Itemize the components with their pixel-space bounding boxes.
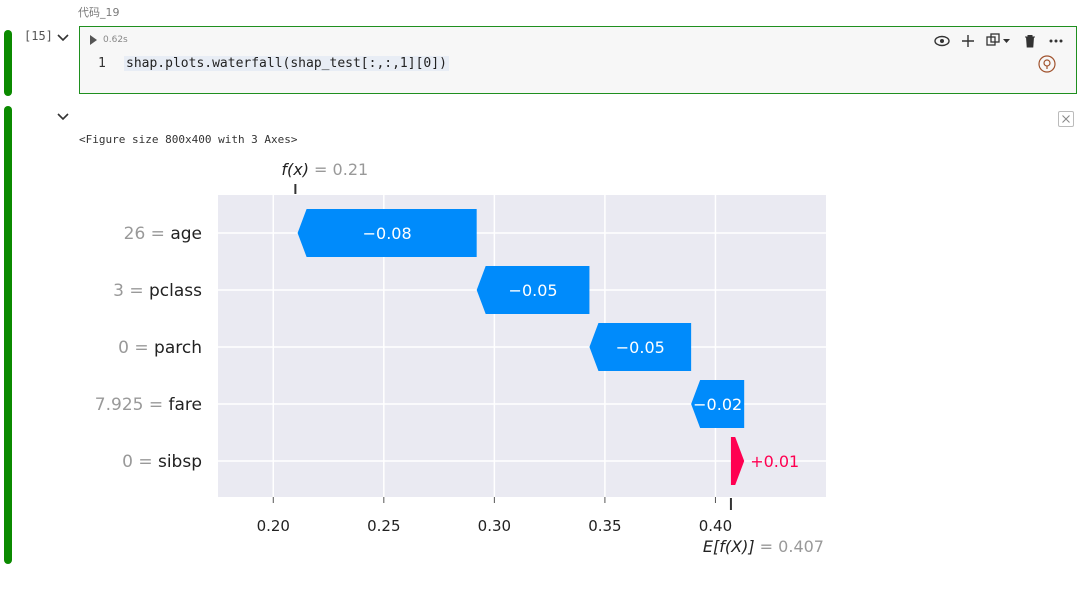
feature-label: 0 = sibsp	[122, 452, 202, 472]
waterfall-bar-age	[297, 209, 477, 257]
figure-size-text: <Figure size 800x400 with 3 Axes>	[79, 133, 298, 146]
execution-count: [15]	[24, 29, 53, 43]
collapse-output-icon[interactable]	[56, 110, 70, 124]
waterfall-bar-parch	[589, 323, 692, 371]
waterfall-bar-pclass	[476, 266, 590, 314]
split-cell-dropdown-icon[interactable]	[986, 33, 1012, 49]
output-status-bar[interactable]	[4, 106, 12, 564]
x-tick-label: 0.35	[588, 517, 621, 535]
x-tick-label: 0.40	[699, 517, 732, 535]
debug-icon[interactable]	[1038, 55, 1056, 73]
x-tick-label: 0.30	[478, 517, 511, 535]
waterfall-bar-sibsp	[730, 437, 745, 485]
more-icon[interactable]	[1048, 33, 1064, 49]
run-time: 0.62s	[103, 35, 128, 45]
feature-label: 0 = parch	[118, 338, 202, 358]
waterfall-chart: 0.20 0.25 0.30 0.35 0.40 −0.08 26 = age −0.05 3 …	[95, 160, 826, 556]
bar-value-label: −0.08	[363, 224, 412, 243]
fx-label: f(x) = 0.21	[281, 160, 368, 179]
code-editor[interactable]: 0.62s 1 shap.plots.waterfall(shap_test[:…	[79, 26, 1077, 94]
feature-label: 26 = age	[124, 224, 202, 244]
x-tick-label: 0.20	[257, 517, 290, 535]
code-line[interactable]: 1 shap.plots.waterfall(shap_test[:,:,1][…	[98, 56, 449, 71]
efx-label: E[f(X)] = 0.407	[703, 537, 824, 556]
line-number: 1	[98, 56, 106, 71]
run-info: 0.62s	[90, 35, 128, 45]
trash-icon[interactable]	[1022, 33, 1038, 49]
cell-status-bar[interactable]	[4, 30, 12, 96]
bar-value-label: −0.05	[509, 281, 558, 300]
feature-label: 3 = pclass	[113, 281, 202, 301]
run-icon[interactable]	[90, 35, 97, 45]
x-tick-label: 0.25	[367, 517, 400, 535]
add-icon[interactable]	[960, 33, 976, 49]
bar-value-label: +0.01	[750, 452, 799, 471]
collapse-input-icon[interactable]	[56, 31, 70, 45]
bar-value-label: −0.02	[693, 395, 742, 414]
feature-label: 7.925 = fare	[95, 395, 202, 415]
clear-output-icon[interactable]	[1058, 111, 1074, 127]
cell-title: 代码_19	[78, 6, 120, 19]
eye-icon[interactable]	[934, 33, 950, 49]
cell-toolbar	[934, 33, 1064, 49]
bar-value-label: −0.05	[616, 338, 665, 357]
waterfall-bar-fare	[691, 380, 745, 428]
code-text[interactable]: shap.plots.waterfall(shap_test[:,:,1][0]…	[124, 56, 449, 71]
